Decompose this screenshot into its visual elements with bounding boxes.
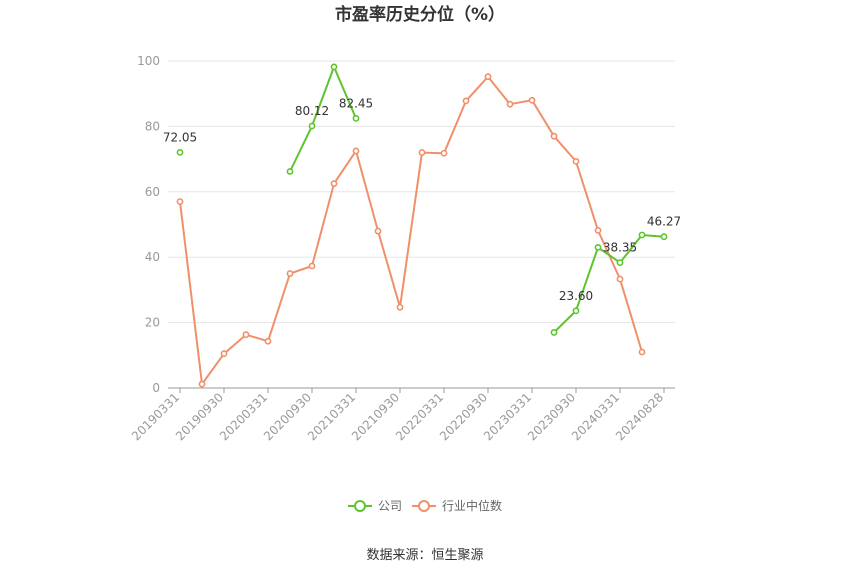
data-label: 72.05 bbox=[163, 130, 197, 144]
company-data-point bbox=[594, 243, 602, 251]
x-tick-label: 20240828 bbox=[613, 390, 666, 443]
legend[interactable]: 公司 行业中位数 bbox=[348, 498, 502, 513]
data-label: 46.27 bbox=[647, 215, 681, 229]
industry-data-point bbox=[462, 97, 470, 105]
data-label: 38.35 bbox=[603, 241, 637, 255]
legend-item-industry[interactable]: 行业中位数 bbox=[412, 498, 502, 513]
legend-item-company[interactable]: 公司 bbox=[348, 499, 402, 513]
company-data-point bbox=[572, 307, 580, 315]
industry-data-point bbox=[286, 270, 294, 277]
y-tick-label: 100 bbox=[137, 54, 160, 68]
company-data-point bbox=[176, 148, 184, 156]
y-tick-label: 40 bbox=[145, 250, 160, 264]
industry-data-point bbox=[330, 180, 338, 188]
industry-data-point bbox=[594, 226, 602, 234]
company-data-point bbox=[550, 329, 558, 336]
grid-lines bbox=[168, 60, 675, 324]
company-data-point bbox=[308, 122, 316, 130]
industry-data-point bbox=[506, 100, 514, 108]
industry-data-point bbox=[528, 96, 536, 104]
legend-company-marker-icon bbox=[354, 500, 366, 512]
company-data-point bbox=[286, 168, 294, 175]
industry-data-point bbox=[198, 380, 206, 388]
company-series-line bbox=[289, 65, 357, 172]
legend-industry-label: 行业中位数 bbox=[442, 498, 502, 513]
industry-data-point bbox=[242, 331, 250, 339]
data-label: 80.12 bbox=[295, 104, 329, 118]
industry-data-point bbox=[484, 73, 492, 81]
legend-industry-marker-icon bbox=[418, 500, 430, 512]
industry-data-point bbox=[572, 157, 580, 165]
source-text: 数据来源：恒生聚源 bbox=[366, 548, 483, 563]
company-series-line bbox=[553, 234, 665, 334]
company-data-point bbox=[352, 114, 360, 122]
company-data-point bbox=[330, 63, 338, 71]
y-tick-label: 60 bbox=[145, 185, 160, 199]
industry-series-line bbox=[179, 75, 643, 386]
industry-data-point bbox=[440, 149, 448, 157]
company-data-point bbox=[638, 231, 646, 239]
industry-data-point bbox=[308, 262, 316, 270]
industry-data-point bbox=[352, 147, 360, 155]
industry-data-point bbox=[638, 348, 646, 356]
industry-data-point bbox=[418, 149, 426, 156]
data-label: 82.45 bbox=[339, 96, 373, 110]
series-lines bbox=[176, 63, 668, 388]
industry-data-point bbox=[220, 350, 228, 358]
industry-data-point bbox=[550, 132, 558, 140]
industry-data-point bbox=[616, 275, 624, 283]
y-tick-label: 0 bbox=[152, 381, 160, 395]
y-tick-label: 20 bbox=[145, 316, 160, 330]
data-label: 23.60 bbox=[559, 289, 593, 303]
industry-data-point bbox=[264, 337, 272, 345]
industry-data-point bbox=[374, 227, 382, 235]
company-data-point bbox=[616, 259, 624, 266]
data-labels: 72.05 80.12 82.45 23.60 38.35 46.27 bbox=[163, 96, 681, 302]
chart-title: 市盈率历史分位（%） bbox=[335, 4, 505, 25]
legend-company-label: 公司 bbox=[378, 499, 402, 513]
axes: 0204060801002019033120190930202003312020… bbox=[129, 54, 675, 443]
industry-data-point bbox=[396, 303, 404, 311]
company-data-point bbox=[660, 233, 668, 241]
industry-data-point bbox=[176, 198, 184, 206]
y-tick-label: 80 bbox=[145, 119, 160, 133]
